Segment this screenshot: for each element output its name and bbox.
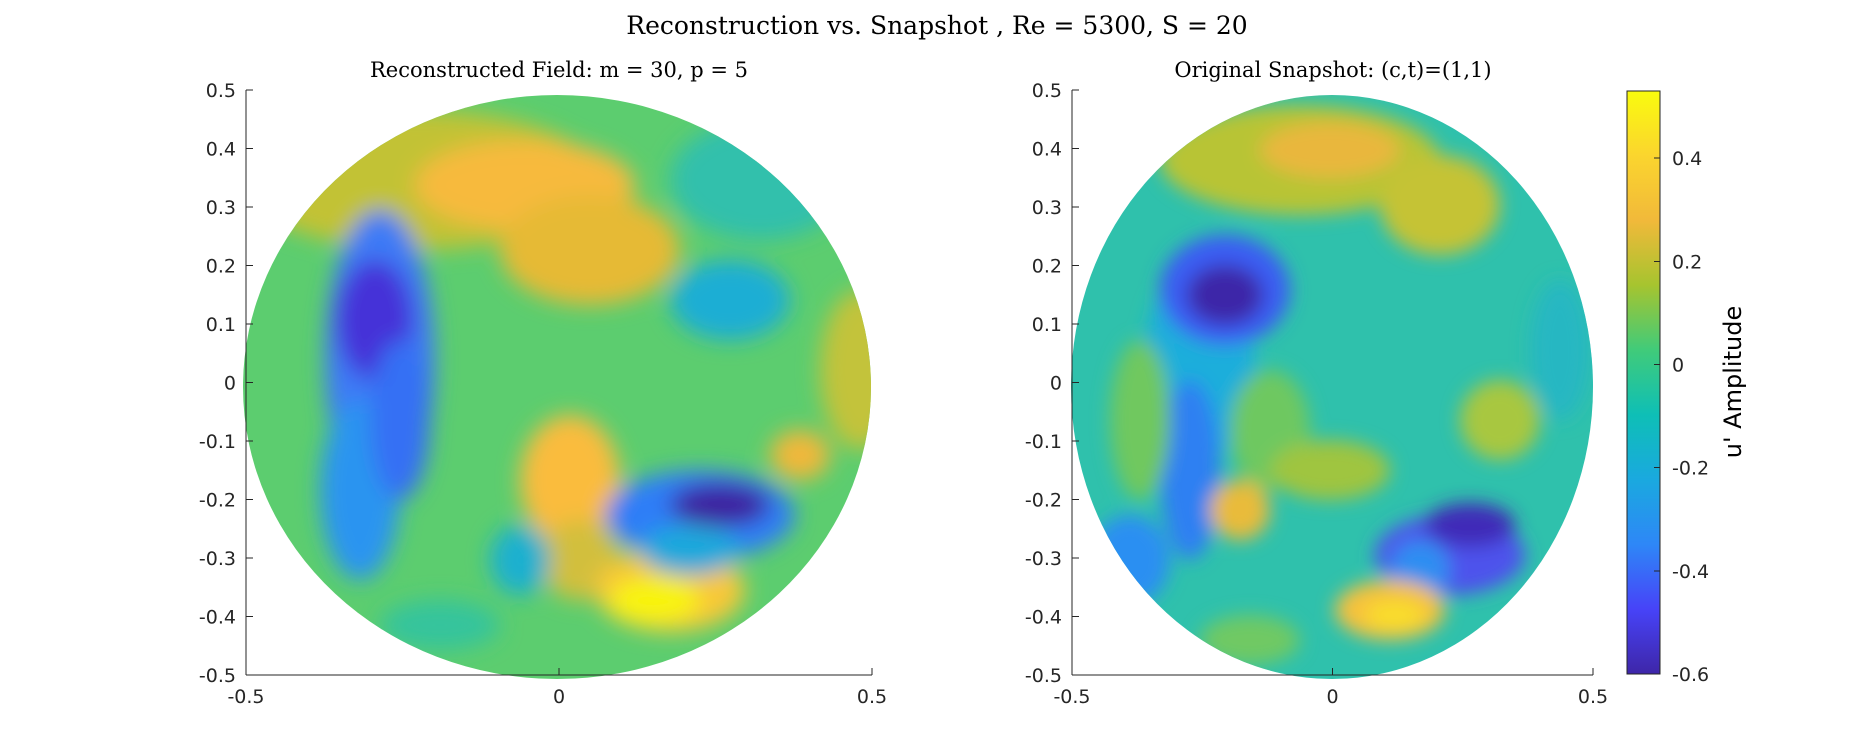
heatmap-original: [1071, 95, 1593, 679]
colorbar-tick-label: -0.6: [1672, 664, 1709, 686]
x-tick-label: -0.5: [227, 686, 264, 708]
y-tick-label: 0.2: [206, 256, 236, 278]
heatmap-reconstructed: [243, 95, 871, 679]
colorbar-tick-label: 0.2: [1672, 251, 1702, 273]
colorbar-tick-label: -0.2: [1672, 458, 1709, 480]
x-tick-label: 0.5: [1578, 686, 1608, 708]
y-tick-label: 0.4: [1032, 139, 1062, 161]
colorbar-bar: [1626, 90, 1661, 675]
colorbar-ticks: 0.4 0.2 0 -0.2 -0.4 -0.6: [1654, 148, 1709, 686]
panel-title-reconstructed: Reconstructed Field: m = 30, p = 5: [370, 58, 748, 82]
colorbar-tick-label: 0.4: [1672, 148, 1702, 170]
y-ticks-reconstructed: 0.5 0.4 0.3 0.2 0.1 0 -0.1 -0.2 -0.3 -0.4 -0.5: [199, 80, 253, 687]
x-tick-label: 0: [1326, 686, 1338, 708]
y-tick-label: 0.1: [1032, 314, 1062, 336]
panel-original: Original Snapshot: (c,t)=(1,1): [1025, 58, 1608, 708]
x-tick-label: 0: [553, 686, 565, 708]
y-tick-label: 0.5: [1032, 80, 1062, 102]
y-tick-label: -0.3: [1025, 548, 1062, 570]
y-tick-label: -0.4: [1025, 607, 1062, 629]
x-ticks-reconstructed: -0.5 0 0.5: [227, 668, 887, 708]
y-tick-label: 0.4: [206, 139, 236, 161]
y-tick-label: 0.2: [1032, 256, 1062, 278]
y-tick-label: 0.3: [1032, 197, 1062, 219]
y-tick-label: 0.1: [206, 314, 236, 336]
y-tick-label: -0.4: [199, 607, 236, 629]
x-tick-label: -0.5: [1053, 686, 1090, 708]
y-tick-label: 0: [1050, 373, 1062, 395]
x-tick-label: 0.5: [857, 686, 887, 708]
y-tick-label: -0.1: [199, 431, 236, 453]
colorbar-label: u' Amplitude: [1719, 306, 1747, 458]
y-tick-label: -0.5: [1025, 665, 1062, 687]
y-tick-label: -0.1: [1025, 431, 1062, 453]
figure-title: Reconstruction vs. Snapshot , Re = 5300,…: [626, 11, 1247, 40]
panel-title-original: Original Snapshot: (c,t)=(1,1): [1174, 58, 1491, 82]
y-tick-label: 0.5: [206, 80, 236, 102]
y-tick-label: 0.3: [206, 197, 236, 219]
y-ticks-original: 0.5 0.4 0.3 0.2 0.1 0 -0.1 -0.2 -0.3 -0.4 -0.5: [1025, 80, 1079, 687]
colorbar-tick-label: -0.4: [1672, 561, 1709, 583]
colorbar-tick-label: 0: [1672, 354, 1684, 376]
colorbar: 0.4 0.2 0 -0.2 -0.4 -0.6 u' Amplitude: [1626, 90, 1747, 686]
y-tick-label: -0.3: [199, 548, 236, 570]
y-tick-label: 0: [224, 373, 236, 395]
y-tick-label: -0.2: [1025, 490, 1062, 512]
x-ticks-original: -0.5 0 0.5: [1053, 668, 1608, 708]
panel-reconstructed: Reconstructed Field: m = 30, p = 5: [199, 58, 887, 708]
y-tick-label: -0.2: [199, 490, 236, 512]
y-tick-label: -0.5: [199, 665, 236, 687]
